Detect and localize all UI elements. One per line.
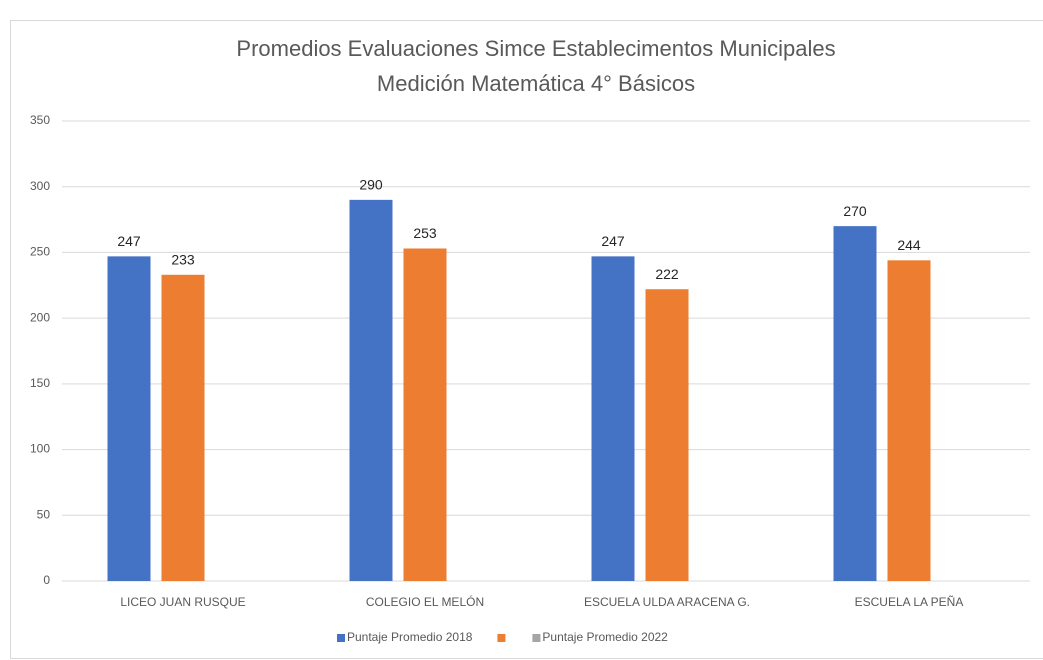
y-tick-label: 300 [30,179,50,193]
chart-title: Medición Matemática 4° Básicos [377,71,695,96]
legend-swatch [497,634,506,642]
legend-label: Puntaje Promedio 2018 [347,630,473,644]
y-tick-label: 200 [30,310,50,324]
data-label: 290 [359,177,383,193]
x-tick-label: LICEO JUAN RUSQUE [120,595,245,609]
chart-title: Promedios Evaluaciones Simce Establecime… [236,36,835,61]
bar [107,256,151,581]
y-tick-label: 150 [30,376,50,390]
x-tick-label: ESCUELA ULDA ARACENA G. [584,595,750,609]
bar [887,260,931,581]
data-label: 244 [897,237,921,253]
legend-swatch [337,634,345,642]
data-label: 270 [843,203,867,219]
y-tick-label: 250 [30,245,50,259]
data-label: 247 [117,233,141,249]
data-label: 247 [601,233,625,249]
bar [591,256,635,581]
y-tick-label: 350 [30,113,50,127]
x-tick-label: COLEGIO EL MELÓN [366,594,484,609]
bar [645,289,689,581]
bar [403,248,447,581]
bar [161,274,205,581]
bar [833,226,877,581]
data-label: 253 [413,225,437,241]
data-label: 222 [655,266,679,282]
legend-swatch [532,634,541,642]
y-tick-label: 100 [30,442,50,456]
data-label: 233 [171,251,195,267]
y-tick-label: 50 [37,507,51,521]
x-tick-label: ESCUELA LA PEÑA [855,595,964,609]
bar [349,199,393,581]
y-tick-label: 0 [43,573,50,587]
legend-label: Puntaje Promedio 2022 [542,630,668,644]
